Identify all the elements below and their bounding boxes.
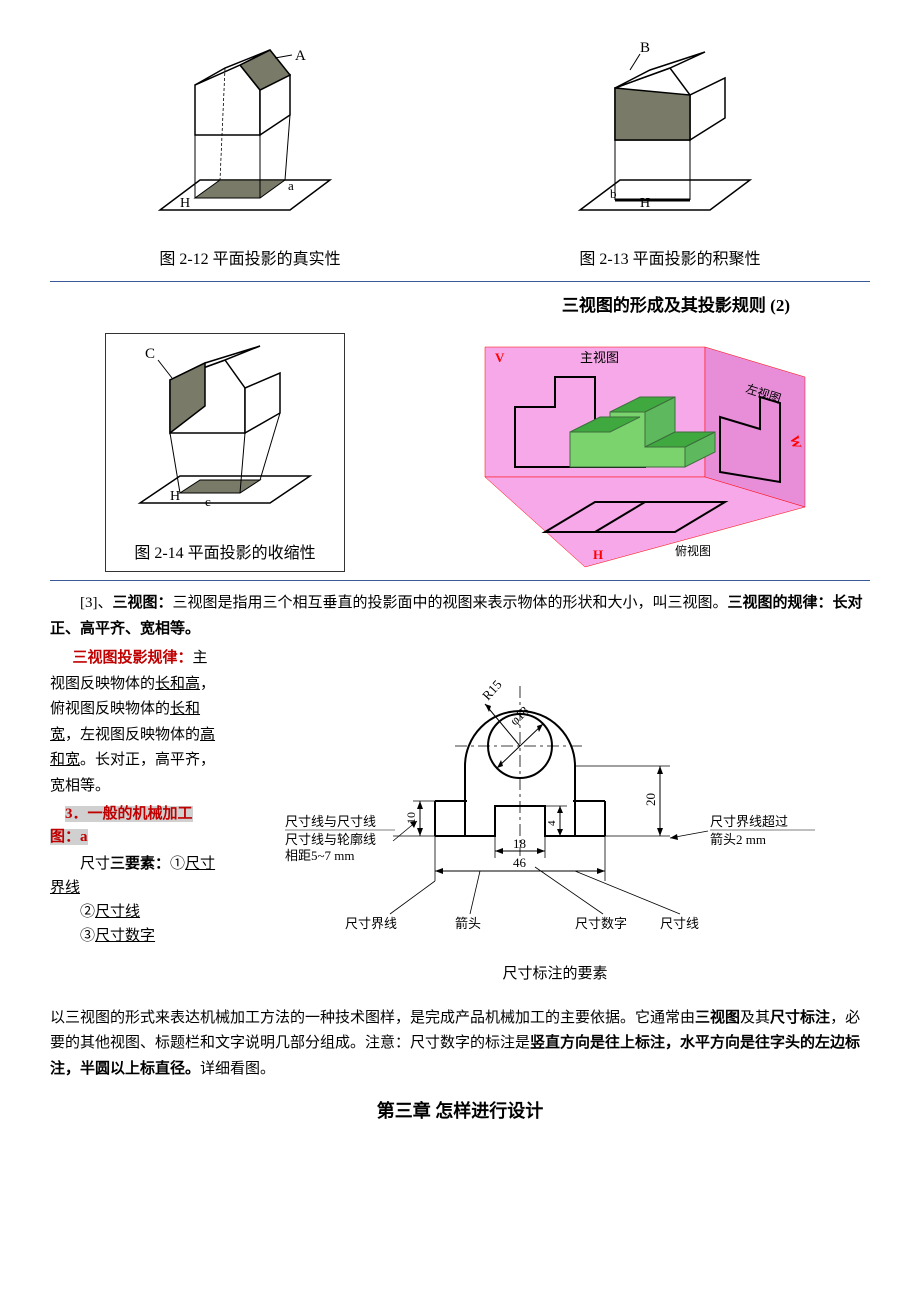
divider-2	[50, 580, 870, 581]
three-elements: 尺寸三要素：①尺寸界线 ②尺寸线 ③尺寸数字	[50, 852, 220, 948]
label-b: b	[610, 186, 617, 201]
section-3-heading: 3．一般的机械加工图：a	[50, 803, 220, 848]
label-V: V	[495, 350, 505, 365]
bp-c: 及其	[740, 1010, 770, 1026]
annot-ext2: 箭头2 mm	[710, 832, 766, 847]
dimension-diagram-title: 尺寸标注的要素	[240, 962, 870, 988]
fig213-caption: 图 2-13 平面投影的积聚性	[560, 246, 780, 273]
figure-row-1: H a A 图 2-12 平面投影的真实性 H b	[50, 40, 870, 273]
fig214-caption: 图 2-14 平面投影的收缩性	[110, 540, 340, 567]
dim-20: 20	[643, 793, 658, 806]
def-prefix: [3]、	[80, 595, 113, 611]
def-bold1: 三视图：	[113, 595, 173, 611]
label-c: c	[205, 494, 211, 509]
rule-title: 三视图投影规律：	[73, 650, 193, 666]
fig214-svg: H c C	[110, 338, 340, 538]
chapter-3-title: 第三章 怎样进行设计	[50, 1096, 870, 1127]
left-text-column: 三视图投影规律：主视图反映物体的长和高，俯视图反映物体的长和宽，左视图反映物体的…	[50, 646, 220, 948]
plane-label: H	[180, 196, 190, 211]
plane-label: H	[170, 489, 180, 504]
bottom-paragraph: 以三视图的形式来表达机械加工方法的一种技术图样，是完成产品机械加工的主要依据。它…	[50, 1006, 870, 1083]
three-view-diagram: V W H 主视图 左视图 俯视图	[475, 337, 815, 572]
annot-l4: 尺寸线	[660, 916, 699, 931]
label-A: A	[295, 48, 306, 64]
elem2: 尺寸线	[95, 904, 140, 920]
label-B: B	[640, 40, 650, 56]
elem3: 尺寸数字	[95, 928, 155, 944]
rule-b3: ，左视图反映物体的	[65, 727, 200, 743]
annot-a1: 尺寸线与尺寸线	[285, 814, 376, 829]
enum2: ②	[50, 904, 95, 920]
dim-4: 4	[546, 820, 558, 826]
fig213-svg: H b B	[560, 40, 780, 240]
fig212-svg: H a A	[140, 40, 360, 240]
sec3-num: 3．	[65, 806, 88, 822]
sanshitu-definition: [3]、三视图：三视图是指用三个相互垂直的投影面中的视图来表示物体的形状和大小，…	[50, 591, 870, 642]
fig212-caption: 图 2-12 平面投影的真实性	[140, 246, 360, 273]
rule-u1: 长和高	[155, 676, 200, 692]
label-main: 主视图	[580, 350, 619, 365]
annot-l1: 尺寸界线	[345, 916, 397, 931]
figure-row-2: H c C 图 2-14 平面投影的收缩性 V W H 主视	[50, 333, 870, 572]
figure-2-14: H c C 图 2-14 平面投影的收缩性	[105, 333, 345, 572]
bp-g: 详细看图。	[200, 1061, 275, 1077]
rules-and-dimension-section: 三视图投影规律：主视图反映物体的长和高，俯视图反映物体的长和宽，左视图反映物体的…	[50, 646, 870, 988]
label-H: H	[593, 547, 603, 562]
annot-ext: 尺寸界线超过	[710, 814, 788, 829]
projection-rule-para: 三视图投影规律：主视图反映物体的长和高，俯视图反映物体的长和宽，左视图反映物体的…	[50, 646, 220, 799]
threeview-svg: V W H 主视图 左视图 俯视图	[475, 337, 815, 572]
enum3: ③	[50, 928, 95, 944]
dim-18: 18	[513, 836, 526, 851]
dimension-svg: R15 φ18 20 10 4	[275, 646, 835, 956]
annot-l2: 箭头	[455, 916, 481, 931]
figure-2-13: H b B 图 2-13 平面投影的积聚性	[560, 40, 780, 273]
threeview-section-title: 三视图的形成及其投影规则 (2)	[50, 292, 870, 321]
enum1: ①	[170, 856, 185, 872]
label-a: a	[288, 178, 294, 193]
bp-b: 三视图	[695, 1010, 740, 1026]
elem-title: 尺寸	[80, 856, 110, 872]
def-body: 三视图是指用三个相互垂直的投影面中的视图来表示物体的形状和大小，叫三视图。	[173, 595, 728, 611]
elem-bold: 三要素：	[110, 856, 170, 872]
plane-label: H	[640, 196, 650, 211]
bp-a: 以三视图的形式来表达机械加工方法的一种技术图样，是完成产品机械加工的主要依据。它…	[50, 1010, 695, 1026]
label-top: 俯视图	[675, 543, 711, 558]
figure-2-12: H a A 图 2-12 平面投影的真实性	[140, 40, 360, 273]
label-C: C	[145, 346, 155, 362]
annot-a2: 尺寸线与轮廓线	[285, 832, 376, 847]
bp-d: 尺寸标注	[770, 1010, 830, 1026]
divider-1	[50, 281, 870, 282]
dim-46: 46	[513, 855, 527, 870]
annot-a3: 相距5~7 mm	[285, 848, 355, 863]
dimension-diagram-block: R15 φ18 20 10 4	[240, 646, 870, 988]
annot-l3: 尺寸数字	[575, 916, 627, 931]
